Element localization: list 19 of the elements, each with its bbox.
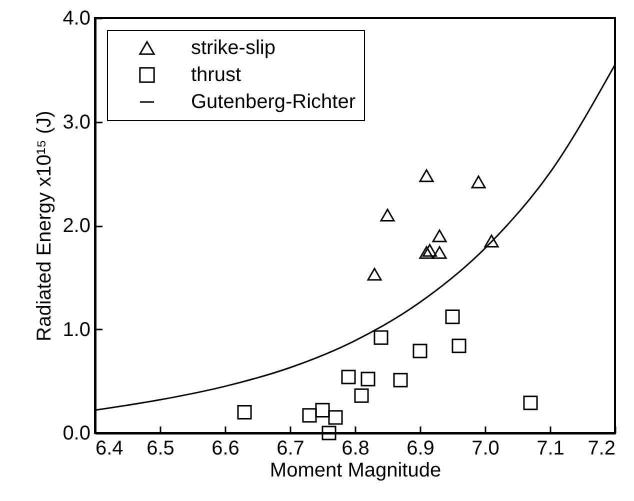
x-tick-label: 7.2 <box>588 438 616 460</box>
x-tick-label: 6.9 <box>406 438 434 460</box>
x-axis-title: Moment Magnitude <box>270 460 442 482</box>
y-tick-label: 0.0 <box>62 422 90 444</box>
x-tick-label: 6.7 <box>276 438 304 460</box>
y-tick-label: 1.0 <box>62 318 90 341</box>
y-tick-label: 3.0 <box>62 111 90 134</box>
y-tick-label: 2.0 <box>62 215 90 237</box>
legend-label: Gutenberg-Richter <box>191 91 356 113</box>
legend-label: thrust <box>191 64 242 86</box>
x-tick-label: 7.1 <box>536 438 564 460</box>
x-tick-label: 7.0 <box>472 438 500 460</box>
x-tick-label: 6.8 <box>342 438 370 460</box>
x-tick-label: 6.5 <box>146 438 174 460</box>
x-tick-label: 6.6 <box>212 438 240 460</box>
x-tick-label: 6.4 <box>96 438 124 460</box>
y-axis-title: Radiated Energy x10¹⁵ (J) <box>34 110 56 342</box>
y-tick-label: 4.0 <box>62 8 90 30</box>
legend-label: strike-slip <box>191 37 276 59</box>
